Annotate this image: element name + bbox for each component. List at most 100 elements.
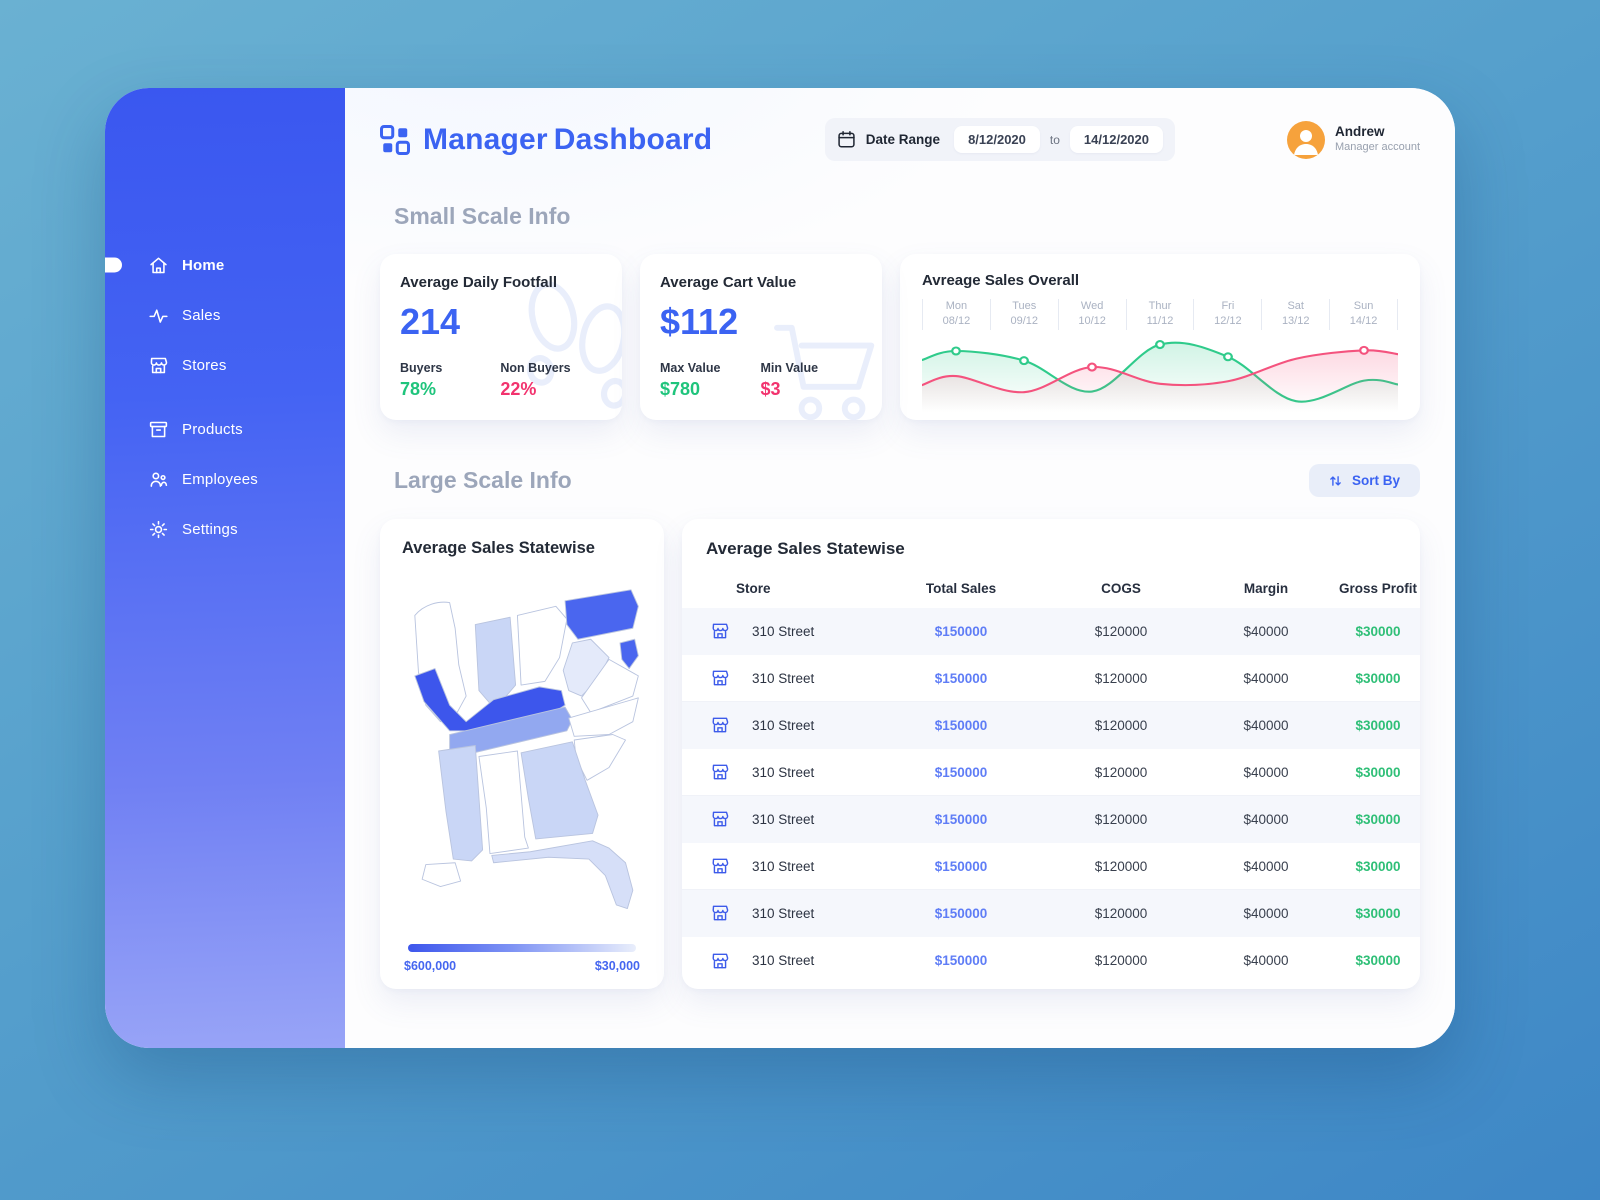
store-icon-cell: [682, 951, 736, 971]
table-row: 310 Street $150000 $120000 $40000 $30000: [682, 702, 1420, 749]
buyers-stat: Buyers 78%: [400, 361, 442, 400]
page-title-word-2: Dashboard: [553, 122, 713, 156]
active-indicator: [105, 257, 122, 273]
cell-cogs: $120000: [1094, 953, 1148, 968]
store-icon-cell: [682, 903, 736, 923]
store-icon: [710, 809, 730, 829]
cell-store: 310 Street: [752, 858, 815, 874]
large-scale-content: Average Sales Statewise: [380, 519, 1420, 989]
store-icon-cell: [682, 668, 736, 688]
page-title-word-1: Manager: [423, 122, 548, 156]
non-buyers-value: 22%: [500, 379, 537, 399]
min-value-stat: Min Value $3: [760, 361, 818, 400]
date-range-picker[interactable]: Date Range 8/12/2020 to 14/12/2020: [824, 118, 1175, 161]
cell-margin: $40000: [1243, 905, 1289, 921]
buyers-label: Buyers: [400, 361, 443, 375]
cell-store: 310 Street: [752, 670, 815, 686]
sales-line-chart: [922, 340, 1398, 412]
table-row: 310 Street $150000 $120000 $40000 $30000: [682, 937, 1420, 984]
sidebar-nav: Home Sales Stores Products: [105, 88, 345, 554]
date-range-label: Date Range: [865, 132, 941, 147]
sort-by-button[interactable]: Sort By: [1308, 464, 1420, 497]
cart-stats: Max Value $780 Min Value $3: [660, 361, 862, 400]
cart-value: $112: [660, 301, 739, 342]
store-icon: [710, 621, 730, 641]
sort-by-label: Sort By: [1351, 473, 1400, 488]
max-value-label: Max Value: [660, 361, 721, 375]
cart-value-card: Average Cart Value $112 Max Value $780 M…: [640, 254, 882, 420]
cell-margin: $40000: [1243, 623, 1289, 639]
chart-day: Sun 14/12: [1329, 299, 1397, 330]
start-date-field[interactable]: 8/12/2020: [954, 126, 1040, 153]
non-buyers-label: Non Buyers: [500, 361, 571, 375]
store-icon: [710, 903, 730, 923]
end-date-field[interactable]: 14/12/2020: [1069, 126, 1163, 153]
cell-margin: $40000: [1243, 764, 1289, 780]
footfall-card: Average Daily Footfall 214 Buyers 78% No…: [380, 254, 622, 420]
chart-day: Thur 11/12: [1125, 299, 1194, 330]
cell-cogs: $120000: [1094, 764, 1148, 780]
min-value-label: Min Value: [760, 361, 819, 375]
store-icon: [710, 951, 730, 971]
store-icon-cell: [682, 621, 736, 641]
cell-margin: $40000: [1243, 670, 1289, 686]
non-buyers-stat: Non Buyers 22%: [500, 361, 570, 400]
chart-day: Tues 09/12: [989, 299, 1058, 330]
chart-day: Mon 08/12: [922, 299, 990, 330]
legend-max-label: $30,000: [594, 959, 640, 973]
sales-activity-icon: [148, 305, 169, 326]
sidebar-item-label: Sales: [182, 306, 221, 324]
card-title: Average Daily Footfall: [400, 274, 557, 291]
cell-gross-profit: $30000: [1355, 764, 1401, 780]
column-gross-profit: Gross Profit: [1338, 581, 1417, 596]
user-role: Manager account: [1335, 141, 1420, 154]
user-account[interactable]: Andrew Manager account: [1287, 120, 1420, 159]
cell-total-sales: $150000: [934, 905, 988, 921]
min-value: $3: [760, 379, 781, 399]
table-row: 310 Street $150000 $120000 $40000 $30000: [682, 843, 1420, 890]
sales-table-card: Average Sales Statewise Store Total Sale…: [682, 519, 1420, 989]
column-margin: Margin: [1243, 581, 1289, 596]
cell-gross-profit: $30000: [1355, 811, 1401, 827]
cell-gross-profit: $30000: [1355, 953, 1401, 968]
dashboard-logo-icon: [380, 124, 410, 155]
sidebar-item-employees[interactable]: Employees: [105, 454, 345, 504]
cell-gross-profit: $30000: [1355, 670, 1401, 686]
section-title-small-scale: Small Scale Info: [394, 203, 571, 229]
cell-total-sales: $150000: [934, 670, 988, 686]
sidebar-item-settings[interactable]: Settings: [105, 504, 345, 554]
section-title-large-scale: Large Scale Info: [394, 467, 572, 493]
sidebar-item-home[interactable]: Home: [105, 240, 345, 290]
store-icon: [710, 668, 730, 688]
cell-total-sales: $150000: [934, 858, 988, 874]
cell-total-sales: $150000: [934, 764, 988, 780]
legend-min-label: $600,000: [404, 959, 457, 973]
brand: Manager Dashboard: [380, 123, 718, 157]
store-icon-cell: [682, 762, 736, 782]
cell-cogs: $120000: [1094, 905, 1148, 921]
chart-days: Mon 08/12 Tues 09/12 Wed 10/12 Thur 11/12 Fri 12/…: [922, 299, 1398, 330]
sidebar-item-label: Home: [182, 256, 225, 274]
cell-margin: $40000: [1243, 953, 1289, 968]
cell-gross-profit: $30000: [1355, 717, 1401, 733]
map-card-title: Average Sales Statewise: [402, 539, 595, 557]
map-legend-labels: $600,000 $30,000: [404, 959, 640, 973]
sidebar-item-label: Stores: [182, 356, 227, 374]
table-row: 310 Street $150000 $120000 $40000 $30000: [682, 890, 1420, 937]
main-content: Manager Dashboard Date Range 8/12/2020 to…: [345, 88, 1455, 1048]
store-icon-cell: [682, 715, 736, 735]
cell-store: 310 Street: [752, 717, 815, 733]
cart-watermark-icon: [774, 324, 875, 420]
sidebar-item-sales[interactable]: Sales: [105, 290, 345, 340]
store-icon-cell: [682, 856, 736, 876]
app-window: Home Sales Stores Products: [105, 88, 1455, 1048]
store-icon: [710, 762, 730, 782]
cell-total-sales: $150000: [934, 953, 988, 968]
cell-gross-profit: $30000: [1355, 905, 1401, 921]
topbar: Manager Dashboard Date Range 8/12/2020 to…: [380, 118, 1420, 161]
cell-cogs: $120000: [1094, 858, 1148, 874]
max-value-stat: Max Value $780: [660, 361, 720, 400]
cell-store: 310 Street: [752, 905, 815, 921]
sidebar-item-stores[interactable]: Stores: [105, 340, 345, 390]
sidebar-item-products[interactable]: Products: [105, 404, 345, 454]
